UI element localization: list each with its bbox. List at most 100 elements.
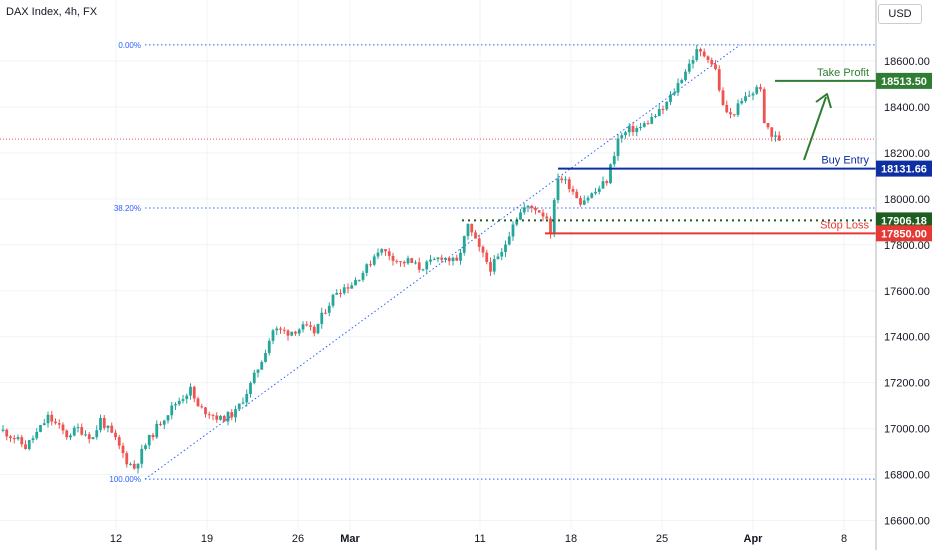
candle-body [699,49,702,52]
candle-body [414,262,417,264]
y-tick-label: 17400.00 [884,332,930,344]
price-level-label: Buy Entry [821,155,869,167]
candle-body [395,260,399,262]
time-axis-bg[interactable] [0,530,876,550]
candle-body [305,324,309,326]
candle-body [714,64,717,70]
candle-body [417,262,421,270]
candle-body [567,179,571,190]
candle-body [552,200,556,235]
candle-body [264,353,267,362]
candle-body [234,409,237,418]
candle-body [327,305,331,313]
candle-body [271,330,275,341]
candle-body [541,212,545,217]
candle-body [286,330,290,336]
candle-body [586,197,590,201]
candle-body [631,126,635,133]
price-level-tag [876,225,932,242]
candle-body [406,258,410,264]
candle-body [46,414,50,424]
candle-body [657,109,661,117]
price-level-label: Stop Loss [820,219,869,231]
candle-body [609,164,612,184]
target-arrow [803,93,832,161]
candle-body [372,256,376,265]
candle-body [537,210,541,213]
candle-body [665,101,669,110]
candle-body [661,109,665,111]
price-level-tag-text: 17850.00 [881,228,927,240]
candle-body [421,269,425,271]
candle-body [20,437,24,445]
candle-body [639,126,642,129]
candle-body [316,323,320,334]
candle-body [312,326,316,334]
candle-body [256,369,260,373]
candle-body [350,285,354,289]
candle-body [39,425,42,432]
y-tick-label: 18600.00 [884,56,930,68]
grid [0,0,876,530]
candle-body [361,272,365,280]
candle-body [35,431,39,439]
x-tick-label: 18 [565,533,577,545]
candle-body [335,292,339,295]
fib-trend-line [144,44,741,480]
candle-body [474,232,477,239]
candle-body [174,404,177,406]
candle-body [425,261,429,270]
x-tick-label: Mar [340,533,360,545]
candle-body [230,412,234,418]
candle-body [260,361,264,370]
candle-body [342,287,346,294]
candle-body [5,429,9,437]
y-tick-label: 18200.00 [884,148,930,160]
candle-body [80,427,84,435]
price-level-tag [876,212,932,229]
time-axis: 12 19 26 Mar 11 18 25 Apr 8 [110,533,847,545]
candle-body [106,425,110,428]
candle-body [211,415,215,417]
candle-body [669,94,672,102]
candle-body [575,191,579,199]
candle-body [155,423,159,438]
candle-body [200,406,204,408]
candle-body [192,386,196,399]
candle-body [1,429,5,431]
candle-body [31,438,35,441]
currency-button[interactable]: USD [878,4,922,24]
x-tick-label: 25 [656,533,668,545]
candle-body [391,255,395,261]
candle-body [612,156,616,165]
candle-body [710,59,714,65]
candle-body [357,279,361,281]
price-level-tag-text: 18131.66 [881,164,927,176]
arrow-head [815,93,832,109]
candle-body [309,325,312,327]
candle-body [162,420,166,425]
candle-body [432,259,436,261]
price-level-tag [876,160,932,177]
y-tick-label: 17000.00 [884,424,930,436]
candle-body [440,257,444,260]
candle-body [76,427,80,429]
price-level-tag [876,72,932,89]
candle-body [320,312,324,324]
candle-body [691,60,695,64]
candle-body [399,261,402,263]
candle-body [642,123,646,127]
candle-body [110,425,114,433]
fib-level-label: 38.20% [114,204,141,213]
x-tick-label: 11 [474,533,485,545]
candle-body [571,189,575,192]
candle-body [481,246,485,253]
price-axis-bg[interactable] [876,0,932,550]
y-tick-label: 16600.00 [884,516,930,528]
candle-body [279,328,282,330]
candle-body [114,432,117,438]
candle-body [455,257,459,261]
candle-body [496,256,500,260]
candle-body [204,407,207,415]
